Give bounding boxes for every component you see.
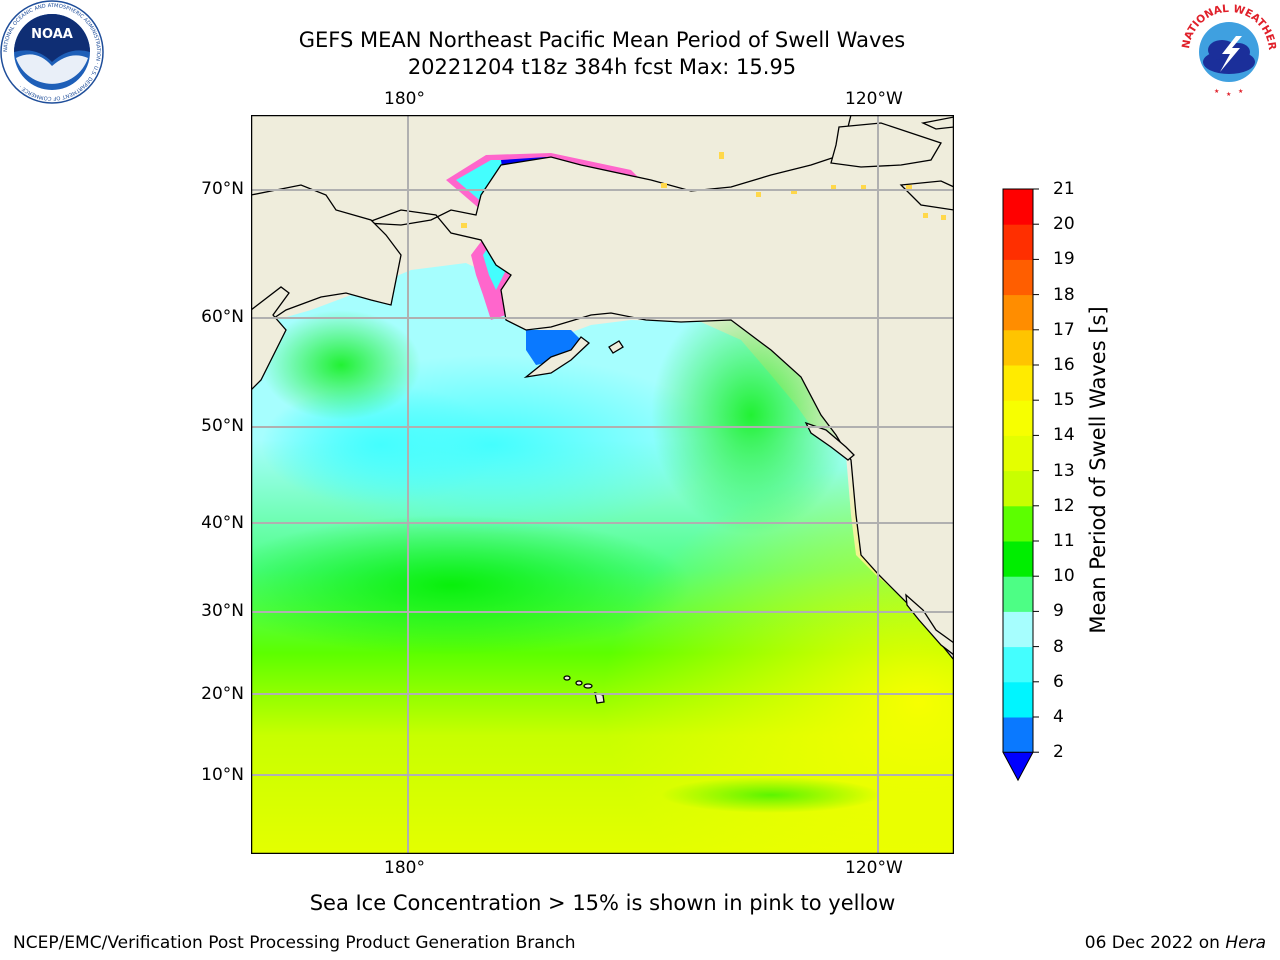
- colorbar-tick-label: 13: [1053, 460, 1075, 481]
- colorbar-swatch: [1003, 259, 1033, 296]
- colorbar-swatch: [1003, 646, 1033, 683]
- colorbar-swatch: [1003, 329, 1033, 366]
- footer-date: 06 Dec 2022 on Hera: [1085, 933, 1266, 953]
- swell-period-map: [251, 115, 954, 854]
- lon-label-top-120w: 120°W: [845, 89, 903, 109]
- colorbar-swatch: [1003, 717, 1033, 753]
- lon-label-top-180: 180°: [384, 89, 425, 109]
- footer-host: Hera: [1225, 933, 1266, 953]
- colorbar-swatch: [1003, 400, 1033, 436]
- colorbar-swatch: [1003, 505, 1033, 542]
- lat-label-20n: 20°N: [201, 684, 244, 704]
- colorbar-tick-label: 15: [1053, 390, 1075, 411]
- svg-text:★: ★: [1238, 88, 1243, 95]
- colorbar-swatch: [1003, 541, 1033, 577]
- lon-label-bottom-180: 180°: [384, 858, 425, 878]
- lat-label-40n: 40°N: [201, 513, 244, 533]
- ocean-field: [251, 263, 954, 854]
- colorbar-tick-label: 21: [1053, 179, 1075, 199]
- colorbar-swatch: [1003, 189, 1033, 225]
- colorbar-tick-label: 16: [1053, 355, 1075, 375]
- colorbar-swatch: [1003, 470, 1033, 507]
- colorbar-tick-label: 11: [1053, 531, 1075, 551]
- lat-label-70n: 70°N: [201, 179, 244, 199]
- colorbar: [1002, 188, 1039, 782]
- colorbar-label: Mean Period of Swell Waves [s]: [1086, 306, 1110, 634]
- colorbar-swatch: [1003, 576, 1033, 612]
- colorbar-tick-label: 2: [1053, 742, 1064, 763]
- lat-label-30n: 30°N: [201, 601, 244, 621]
- footer-credit: NCEP/EMC/Verification Post Processing Pr…: [13, 933, 576, 953]
- colorbar-tick-label: 18: [1053, 284, 1075, 305]
- colorbar-tick-label: 17: [1053, 319, 1075, 340]
- colorbar-tick-label: 12: [1053, 495, 1075, 516]
- footer-date-text: 06 Dec 2022 on: [1084, 933, 1226, 953]
- colorbar-tick-label: 10: [1053, 566, 1075, 587]
- colorbar-swatch: [1003, 681, 1033, 718]
- colorbar-tick-label: 9: [1053, 601, 1064, 622]
- colorbar-tick-label: 4: [1053, 707, 1064, 727]
- noaa-logo-text: NOAA: [31, 27, 73, 42]
- colorbar-swatch: [1003, 365, 1033, 401]
- colorbar-swatch: [1003, 435, 1033, 472]
- lon-label-bottom-120w: 120°W: [845, 858, 903, 878]
- sea-ice-caption: Sea Ice Concentration > 15% is shown in …: [309, 891, 896, 915]
- map-subtitle: 20221204 t18z 384h fcst Max: 15.95: [407, 55, 797, 79]
- graticule: [251, 115, 954, 854]
- colorbar-swatch: [1003, 611, 1033, 648]
- lat-label-10n: 10°N: [201, 765, 244, 785]
- coastlines: [251, 115, 954, 704]
- svg-text:★: ★: [1214, 88, 1219, 95]
- colorbar-tick-label: 8: [1053, 636, 1064, 657]
- nws-logo: NATIONAL WEATHER SERVICE ★ ★ ★: [1178, 0, 1278, 99]
- svg-text:★: ★: [1226, 91, 1231, 98]
- map-title: GEFS MEAN Northeast Pacific Mean Period …: [298, 28, 906, 52]
- colorbar-tick-label: 6: [1053, 671, 1064, 692]
- noaa-logo: NATIONAL OCEANIC AND ATMOSPHERIC ADMINIS…: [0, 0, 104, 104]
- colorbar-tick-label: 20: [1053, 214, 1075, 235]
- lat-label-50n: 50°N: [201, 416, 244, 436]
- colorbar-swatch: [1003, 294, 1033, 331]
- ice-fringe: [461, 152, 946, 228]
- map-frame: [251, 115, 954, 854]
- colorbar-under-arrow: [1002, 751, 1034, 782]
- colorbar-tick-label: 19: [1053, 249, 1075, 270]
- colorbar-swatch: [1003, 224, 1033, 260]
- colorbar-tick-label: 14: [1053, 425, 1075, 446]
- lat-label-60n: 60°N: [201, 307, 244, 327]
